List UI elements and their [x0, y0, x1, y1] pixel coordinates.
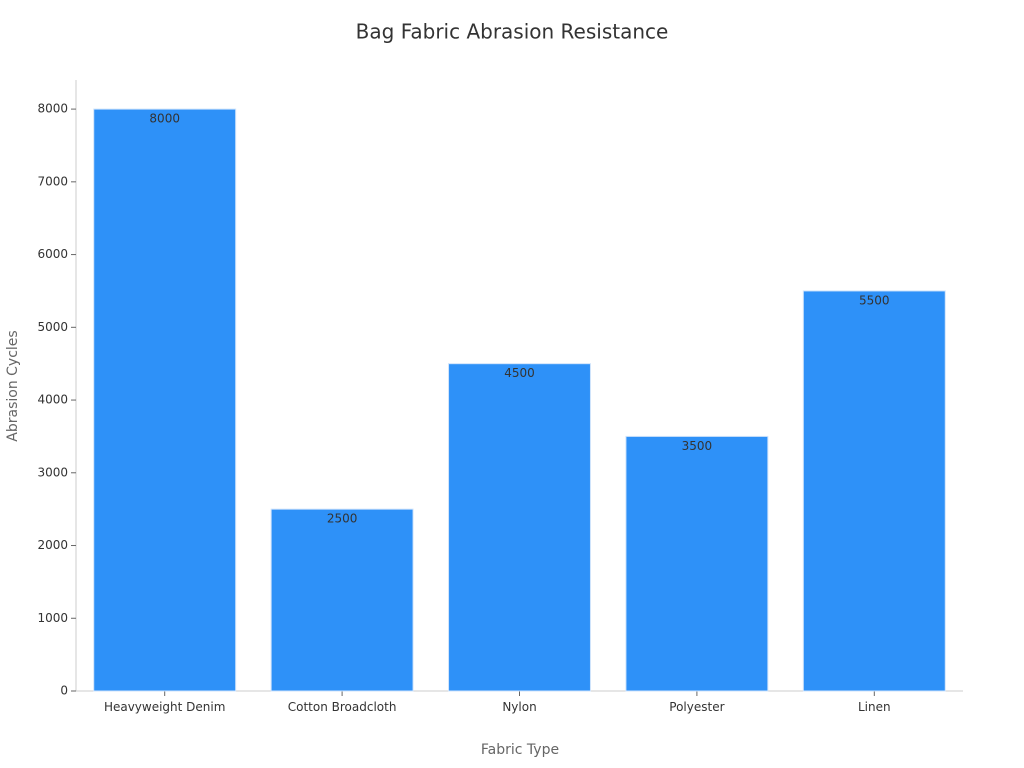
x-tick-label: Polyester	[669, 700, 725, 714]
y-tick-label: 3000	[37, 465, 68, 479]
x-tick-label: Cotton Broadcloth	[287, 700, 397, 714]
x-tick-label: Heavyweight Denim	[103, 700, 226, 714]
bar	[270, 508, 414, 692]
y-tick-label: 6000	[37, 247, 68, 261]
value-label: 2500	[327, 512, 358, 526]
bar	[802, 290, 946, 692]
y-tick-label: 2000	[37, 538, 68, 552]
y-tick-label: 1000	[37, 611, 68, 625]
x-tick-label: Linen	[857, 700, 891, 714]
bar	[448, 363, 591, 692]
value-label: 8000	[149, 112, 180, 126]
chart-title: Bag Fabric Abrasion Resistance	[356, 20, 669, 44]
y-tick-label: 4000	[37, 393, 68, 407]
y-tick-label: 0	[60, 684, 68, 698]
x-axis-title: Fabric Type	[481, 742, 559, 758]
y-axis-title: Abrasion Cycles	[5, 330, 21, 441]
value-label: 3500	[682, 439, 713, 453]
y-tick-label: 8000	[37, 102, 68, 116]
value-label: 5500	[859, 293, 890, 307]
y-tick-label: 7000	[37, 174, 68, 188]
value-label: 4500	[504, 366, 535, 380]
bar	[93, 108, 237, 692]
x-tick-label: Nylon	[502, 700, 537, 714]
y-tick-label: 5000	[37, 320, 68, 334]
bar	[625, 435, 769, 692]
